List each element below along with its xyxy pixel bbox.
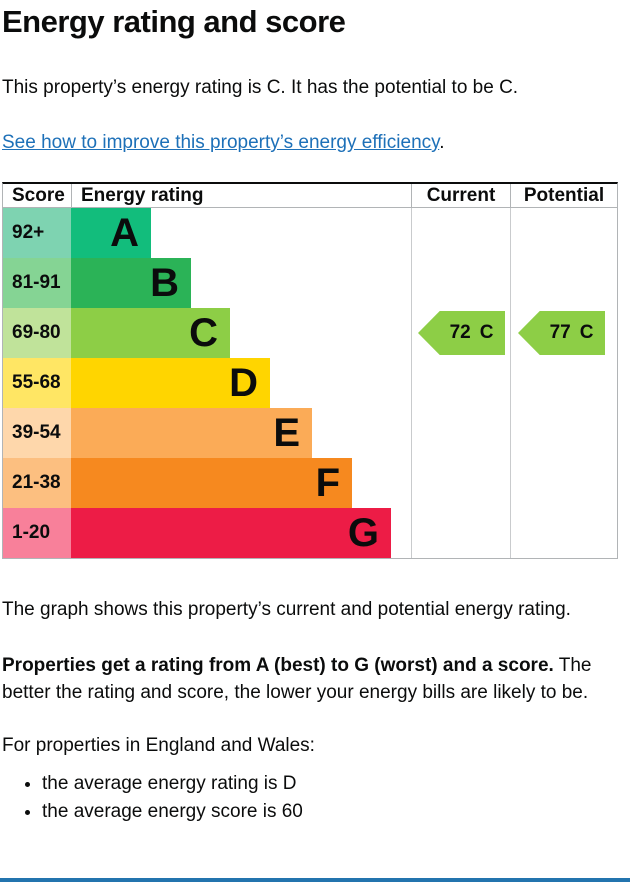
band-score-range: 39-54 bbox=[3, 408, 71, 458]
band-bar-a: A bbox=[71, 208, 151, 258]
potential-band-letter: C bbox=[579, 322, 594, 343]
band-row-f: 21-38 F bbox=[3, 458, 617, 508]
current-band-letter: C bbox=[479, 322, 494, 343]
potential-rating-arrow: 77 C bbox=[518, 311, 605, 355]
band-score-range: 81-91 bbox=[3, 258, 71, 308]
list-item-average-rating: the average energy rating is D bbox=[42, 773, 620, 795]
link-period: . bbox=[439, 132, 445, 153]
rating-explanation: Properties get a rating from A (best) to… bbox=[2, 652, 620, 706]
band-row-a: 92+ A bbox=[3, 208, 617, 258]
band-letter-f: F bbox=[315, 461, 340, 505]
region-line: For properties in England and Wales: bbox=[2, 735, 315, 756]
band-score-range: 69-80 bbox=[3, 308, 71, 358]
current-rating-arrow: 72 C bbox=[418, 311, 505, 355]
band-letter-c: C bbox=[189, 311, 218, 355]
rating-explanation-rest: The better the rating and score, the low… bbox=[2, 655, 592, 703]
band-bar-b: B bbox=[71, 258, 191, 308]
band-letter-a: A bbox=[110, 211, 139, 255]
potential-score-value: 77 bbox=[549, 322, 571, 343]
graph-caption: The graph shows this property’s current … bbox=[2, 599, 571, 620]
chart-header-row: Score Energy rating Current Potential bbox=[3, 184, 617, 208]
current-score-value: 72 bbox=[449, 322, 471, 343]
band-score-range: 92+ bbox=[3, 208, 71, 258]
band-score-range: 21-38 bbox=[3, 458, 71, 508]
band-score-range: 1-20 bbox=[3, 508, 71, 558]
band-letter-g: G bbox=[347, 511, 379, 555]
band-bar-g: G bbox=[71, 508, 391, 558]
band-bar-f: F bbox=[71, 458, 352, 508]
band-letter-d: D bbox=[229, 361, 258, 405]
band-letter-b: B bbox=[150, 261, 179, 305]
averages-list: the average energy rating is D the avera… bbox=[2, 773, 620, 823]
band-row-d: 55-68 D bbox=[3, 358, 617, 408]
list-item-average-score: the average energy score is 60 bbox=[42, 801, 620, 823]
header-energy-rating: Energy rating bbox=[71, 184, 411, 207]
band-bar-e: E bbox=[71, 408, 312, 458]
band-row-g: 1-20 G bbox=[3, 508, 617, 558]
header-current: Current bbox=[411, 184, 510, 207]
improve-link-row: See how to improve this property’s energ… bbox=[2, 130, 620, 156]
band-row-b: 81-91 B bbox=[3, 258, 617, 308]
band-score-range: 55-68 bbox=[3, 358, 71, 408]
band-bar-d: D bbox=[71, 358, 270, 408]
page-title: Energy rating and score bbox=[2, 4, 346, 39]
energy-rating-chart: Score Energy rating Current Potential 92… bbox=[2, 182, 618, 559]
header-score: Score bbox=[12, 185, 65, 206]
improve-efficiency-link[interactable]: See how to improve this property’s energ… bbox=[2, 132, 440, 153]
section-divider-bar bbox=[0, 878, 630, 882]
main-content: Energy rating and score This property’s … bbox=[0, 0, 630, 823]
header-potential: Potential bbox=[510, 184, 617, 207]
rating-explanation-bold: Properties get a rating from A (best) to… bbox=[2, 655, 554, 676]
potential-column-divider bbox=[510, 208, 511, 558]
band-letter-e: E bbox=[273, 411, 300, 455]
band-row-c: 69-80 C bbox=[3, 308, 617, 358]
rating-summary-text: This property’s energy rating is C. It h… bbox=[2, 77, 519, 98]
band-bar-c: C bbox=[71, 308, 230, 358]
chart-bands-area: 92+ A 81-91 B 69-80 C 55-68 D 39-54 E 21… bbox=[3, 208, 617, 558]
band-row-e: 39-54 E bbox=[3, 408, 617, 458]
current-column-divider bbox=[411, 208, 412, 558]
